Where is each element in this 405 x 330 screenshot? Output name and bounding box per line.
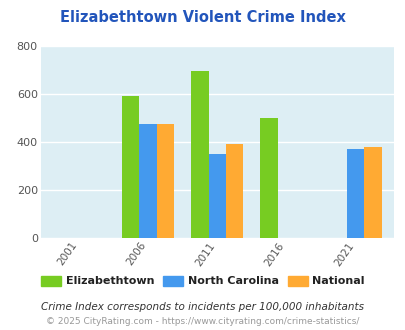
Bar	[346, 149, 364, 238]
Text: © 2025 CityRating.com - https://www.cityrating.com/crime-statistics/: © 2025 CityRating.com - https://www.city…	[46, 317, 359, 326]
Legend: Elizabethtown, North Carolina, National: Elizabethtown, North Carolina, National	[37, 271, 368, 291]
Bar	[208, 154, 225, 238]
Bar	[225, 144, 243, 238]
Bar	[156, 124, 173, 238]
Text: Crime Index corresponds to incidents per 100,000 inhabitants: Crime Index corresponds to incidents per…	[41, 302, 364, 312]
Bar	[364, 147, 381, 238]
Bar	[139, 124, 156, 238]
Bar	[122, 96, 139, 238]
Bar	[191, 71, 208, 238]
Bar	[260, 118, 277, 238]
Text: Elizabethtown Violent Crime Index: Elizabethtown Violent Crime Index	[60, 10, 345, 25]
